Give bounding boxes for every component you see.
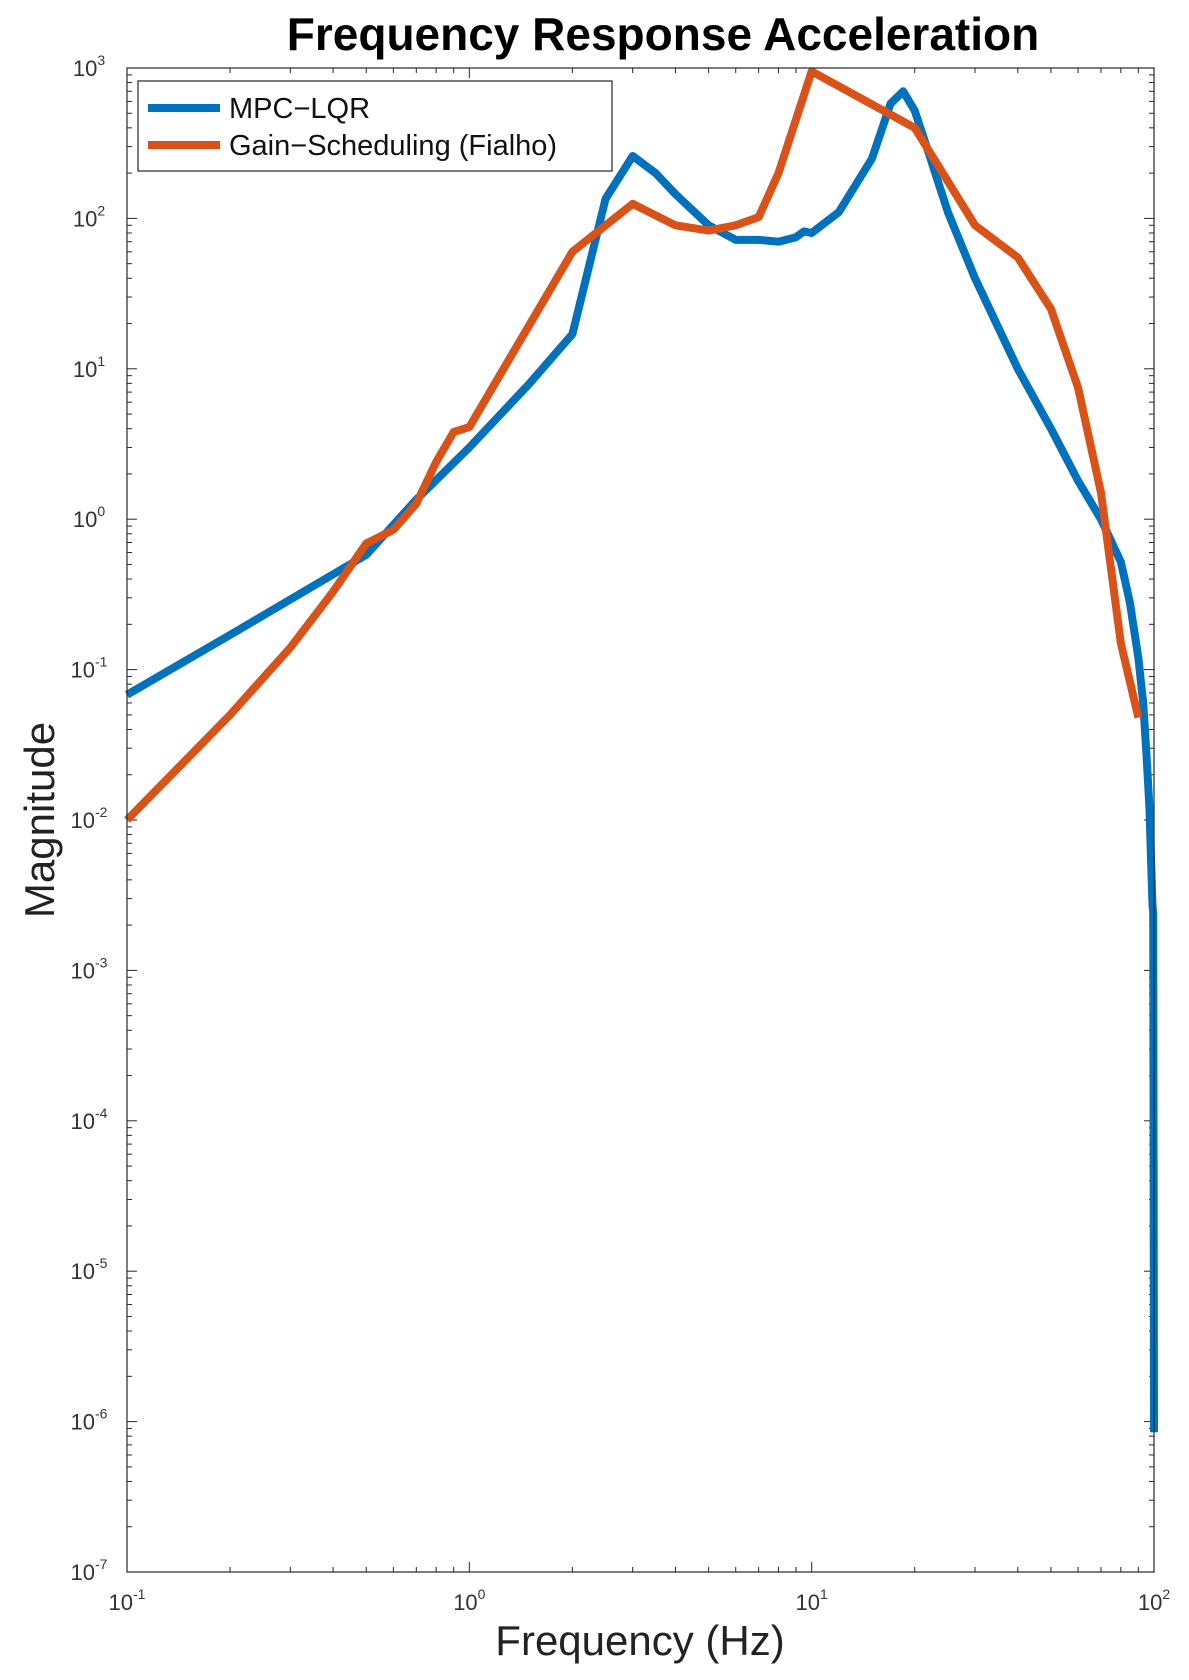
x-tick-exponent: 2	[1162, 1586, 1170, 1602]
y-axis-label: Magnitude	[16, 722, 63, 918]
y-tick-base: 10	[73, 56, 97, 81]
x-tick-exponent: 0	[478, 1586, 486, 1602]
plot-frame	[126, 67, 1155, 1573]
y-tick-label: 10-6	[71, 1406, 108, 1435]
y-tick-exponent: 0	[97, 503, 105, 519]
chart-title: Frequency Response Acceleration	[287, 8, 1039, 60]
y-tick-base: 10	[73, 357, 97, 382]
y-tick-base: 10	[73, 507, 97, 532]
x-tick-label: 102	[1138, 1586, 1170, 1615]
series-line-2	[124, 67, 1143, 823]
x-tick-label: 101	[796, 1586, 828, 1615]
y-tick-label: 10-2	[71, 804, 108, 833]
series-line-1	[124, 87, 1158, 1433]
y-tick-label: 10-1	[71, 654, 108, 683]
y-tick-label: 10-3	[71, 954, 108, 983]
legend-label-1: MPC−LQR	[229, 93, 370, 125]
y-tick-exponent: 1	[97, 353, 105, 369]
y-tick-label: 10-4	[71, 1105, 108, 1134]
y-tick-exponent: -6	[95, 1406, 108, 1422]
plot-area	[127, 68, 1154, 1572]
x-tick-exponent: 1	[820, 1586, 828, 1602]
x-tick-exponent: -1	[133, 1586, 146, 1602]
y-tick-label: 101	[73, 353, 105, 382]
y-tick-exponent: -4	[95, 1105, 108, 1121]
y-tick-base: 10	[71, 1560, 95, 1585]
y-tick-base: 10	[71, 1109, 95, 1134]
x-tick-base: 10	[453, 1590, 477, 1615]
y-tick-exponent: 3	[97, 52, 105, 68]
y-tick-label: 10-7	[71, 1556, 108, 1585]
x-tick-label: 10-1	[109, 1586, 146, 1615]
y-tick-base: 10	[71, 1259, 95, 1284]
y-tick-label: 103	[73, 52, 105, 81]
y-tick-label: 102	[73, 202, 105, 231]
y-tick-exponent: -2	[95, 804, 108, 820]
y-tick-exponent: -3	[95, 954, 108, 970]
y-tick-base: 10	[71, 808, 95, 833]
x-tick-label: 100	[453, 1586, 485, 1615]
x-axis-label: Frequency (Hz)	[495, 1617, 784, 1664]
y-tick-base: 10	[71, 658, 95, 683]
y-tick-base: 10	[71, 958, 95, 983]
x-tick-base: 10	[109, 1590, 133, 1615]
series-layer	[124, 67, 1158, 1433]
y-tick-label: 10-5	[71, 1255, 108, 1284]
legend: MPC−LQR Gain−Scheduling (Fialho)	[137, 80, 613, 172]
legend-box	[137, 80, 613, 172]
y-tick-exponent: -1	[95, 654, 108, 670]
y-tick-exponent: 2	[97, 202, 105, 218]
y-tick-base: 10	[71, 1410, 95, 1435]
x-tick-base: 10	[796, 1590, 820, 1615]
y-tick-exponent: -7	[95, 1556, 108, 1572]
legend-label-2: Gain−Scheduling (Fialho)	[229, 130, 557, 162]
y-tick-label: 100	[73, 503, 105, 532]
y-tick-base: 10	[73, 206, 97, 231]
x-tick-base: 10	[1138, 1590, 1162, 1615]
y-tick-exponent: -5	[95, 1255, 108, 1271]
